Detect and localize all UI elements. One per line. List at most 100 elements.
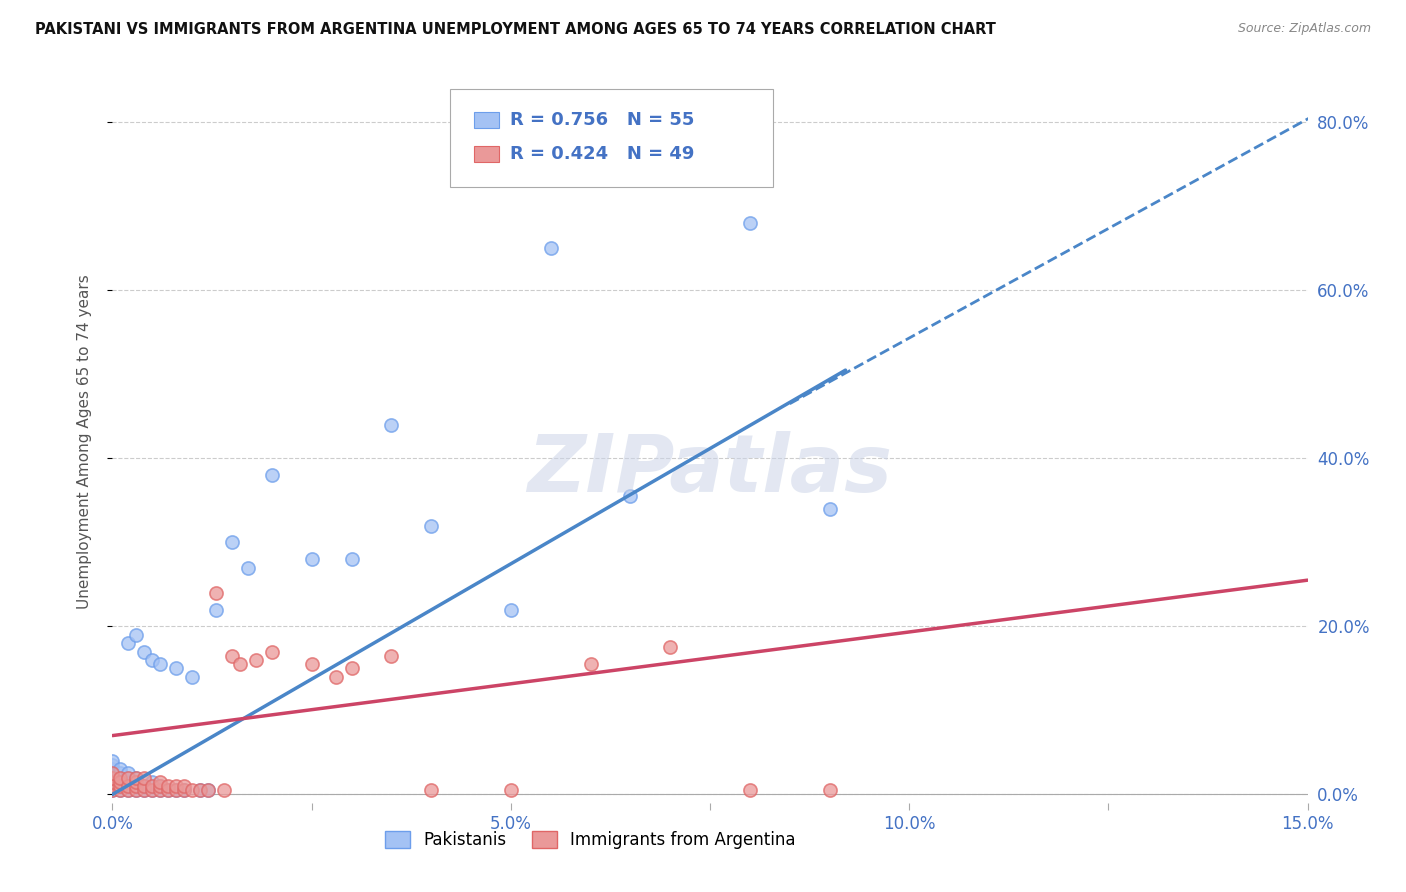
Point: [141, 779, 163, 793]
Point: [125, 771, 148, 785]
Point: [117, 783, 139, 797]
Point: [499, 602, 522, 616]
Point: [340, 661, 363, 675]
Point: [173, 783, 195, 797]
Point: [110, 779, 132, 793]
Point: [101, 754, 124, 768]
Point: [157, 783, 180, 797]
Point: [260, 468, 283, 483]
Point: [110, 771, 132, 785]
Point: [499, 783, 522, 797]
Point: [125, 771, 148, 785]
Text: R = 0.424   N = 49: R = 0.424 N = 49: [510, 145, 695, 163]
Point: [149, 657, 172, 672]
Point: [380, 648, 402, 663]
Point: [110, 783, 132, 797]
Point: [141, 653, 163, 667]
Text: Source: ZipAtlas.com: Source: ZipAtlas.com: [1237, 22, 1371, 36]
Point: [165, 779, 187, 793]
Point: [101, 762, 124, 776]
Point: [149, 779, 172, 793]
Point: [101, 774, 124, 789]
Point: [229, 657, 252, 672]
Point: [141, 779, 163, 793]
Point: [188, 783, 211, 797]
Point: [101, 779, 124, 793]
Point: [125, 774, 148, 789]
Point: [165, 783, 187, 797]
Point: [301, 552, 323, 566]
Point: [134, 783, 156, 797]
Point: [205, 602, 228, 616]
Point: [101, 771, 124, 785]
Point: [117, 783, 139, 797]
Point: [101, 771, 124, 785]
Point: [173, 783, 195, 797]
Point: [125, 779, 148, 793]
Point: [738, 783, 761, 797]
Point: [157, 783, 180, 797]
Point: [188, 783, 211, 797]
Point: [149, 779, 172, 793]
Point: [221, 535, 243, 549]
Text: PAKISTANI VS IMMIGRANTS FROM ARGENTINA UNEMPLOYMENT AMONG AGES 65 TO 74 YEARS CO: PAKISTANI VS IMMIGRANTS FROM ARGENTINA U…: [35, 22, 995, 37]
Point: [579, 657, 602, 672]
Point: [659, 640, 682, 655]
Point: [141, 783, 163, 797]
Point: [117, 774, 139, 789]
Point: [165, 661, 187, 675]
Point: [110, 774, 132, 789]
Point: [101, 779, 124, 793]
Point: [165, 783, 187, 797]
Point: [157, 779, 180, 793]
Point: [818, 501, 841, 516]
Point: [117, 771, 139, 785]
Point: [117, 779, 139, 793]
Point: [301, 657, 323, 672]
Point: [149, 783, 172, 797]
Point: [101, 783, 124, 797]
Point: [340, 552, 363, 566]
Point: [540, 241, 562, 255]
Point: [110, 779, 132, 793]
Point: [173, 779, 195, 793]
Text: ZIPatlas: ZIPatlas: [527, 432, 893, 509]
Point: [117, 771, 139, 785]
Point: [420, 518, 443, 533]
Point: [110, 783, 132, 797]
Point: [101, 766, 124, 780]
Point: [221, 648, 243, 663]
Point: [197, 783, 219, 797]
Point: [125, 779, 148, 793]
Point: [134, 779, 156, 793]
Point: [245, 653, 267, 667]
Point: [110, 771, 132, 785]
Point: [101, 774, 124, 789]
Point: [197, 783, 219, 797]
Point: [110, 766, 132, 780]
Point: [181, 670, 204, 684]
Point: [110, 774, 132, 789]
Point: [134, 771, 156, 785]
Text: R = 0.756   N = 55: R = 0.756 N = 55: [510, 112, 695, 129]
Point: [181, 783, 204, 797]
Point: [134, 644, 156, 658]
Point: [141, 774, 163, 789]
Legend: Pakistanis, Immigrants from Argentina: Pakistanis, Immigrants from Argentina: [378, 824, 803, 856]
Point: [117, 766, 139, 780]
Point: [141, 783, 163, 797]
Point: [101, 766, 124, 780]
Point: [212, 783, 235, 797]
Point: [149, 783, 172, 797]
Point: [325, 670, 347, 684]
Point: [260, 644, 283, 658]
Point: [380, 417, 402, 432]
Point: [134, 783, 156, 797]
Point: [236, 560, 259, 574]
Point: [818, 783, 841, 797]
Point: [125, 774, 148, 789]
Point: [205, 586, 228, 600]
Point: [125, 628, 148, 642]
Point: [101, 758, 124, 772]
Point: [420, 783, 443, 797]
